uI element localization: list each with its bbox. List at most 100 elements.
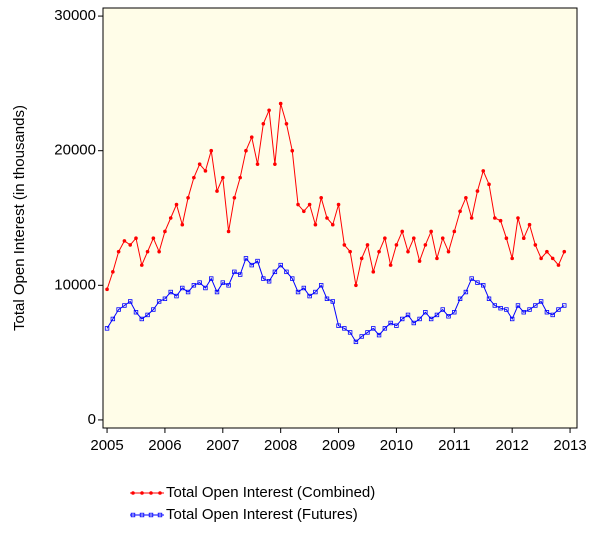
data-point [185,289,191,295]
data-point [186,196,190,200]
data-point [527,222,532,227]
data-point [139,263,144,267]
x-tick-label: 2006 [148,437,181,454]
data-point [203,169,208,173]
data-point [463,289,469,295]
data-point [325,216,329,220]
data-point [290,276,295,281]
data-point [128,299,133,304]
data-point [481,283,486,288]
x-tick-label: 2009 [322,437,355,454]
legend-marker [139,512,145,518]
data-point [266,279,272,284]
data-point [302,209,306,214]
data-point [423,310,428,315]
data-point [521,310,526,315]
legend-marker [131,491,135,495]
series-line [106,257,565,343]
data-point [545,249,549,254]
data-point [330,222,335,227]
data-point [145,249,150,254]
data-point [464,196,468,200]
data-point [151,307,156,312]
data-point [318,283,324,288]
data-point [434,312,440,318]
data-point [359,334,364,339]
data-point [533,243,538,247]
data-point [215,189,219,193]
data-point [163,229,167,234]
data-point [539,256,543,261]
legend-marker [130,512,136,518]
data-point [122,303,127,308]
data-point [284,269,289,275]
data-point [515,303,521,308]
x-tick-label: 2007 [206,437,239,454]
data-point [348,249,352,254]
x-tick-label: 2012 [495,437,528,454]
data-point [457,296,463,301]
data-point [475,280,480,285]
data-point [313,289,318,295]
data-point [550,312,555,318]
data-point [278,101,283,106]
x-tick-label: 2013 [553,437,586,454]
data-point [487,182,491,187]
data-point [267,108,271,113]
data-point [197,162,202,166]
x-tick-label: 2005 [90,437,123,454]
data-point [139,316,144,322]
legend-marker [158,491,162,495]
data-point [145,312,150,318]
data-point [498,218,503,223]
data-point [324,296,330,301]
data-point [365,243,370,247]
data-point [533,303,538,308]
series-line [106,103,565,290]
data-point [180,285,185,291]
data-point [272,269,278,275]
data-point [371,270,376,274]
data-point [209,148,214,153]
data-point [226,229,231,234]
data-point [516,216,520,220]
data-point [296,202,300,207]
data-point [481,169,486,173]
data-point [550,256,555,261]
data-point [400,316,405,322]
data-point [440,307,445,312]
data-point [162,296,168,301]
data-point [261,276,266,281]
x-tick-label: 2011 [438,437,470,454]
data-point [156,299,162,304]
legend-marker [149,491,153,495]
data-point [168,289,173,295]
data-point [209,276,214,281]
data-point [342,243,347,247]
data-point [347,330,353,335]
legend-marker [148,512,154,518]
data-point [371,326,376,331]
data-point [157,249,161,254]
data-point [203,285,208,291]
data-point [556,307,561,312]
data-point [354,283,358,288]
data-point [104,326,110,331]
data-point [330,299,335,304]
x-tick-label: 2010 [380,437,413,454]
y-axis-label: Total Open Interest (in thousands) [11,105,28,331]
data-point [261,121,266,126]
data-point [417,259,422,263]
data-point [394,243,399,247]
data-point [237,272,243,277]
data-point [313,222,318,227]
data-point [458,209,462,214]
data-point [469,216,474,220]
data-point [359,256,364,261]
data-point [197,280,202,285]
data-point [238,175,242,180]
data-point [493,216,497,220]
data-point [446,314,451,319]
data-point [191,283,197,288]
data-point [556,263,561,267]
